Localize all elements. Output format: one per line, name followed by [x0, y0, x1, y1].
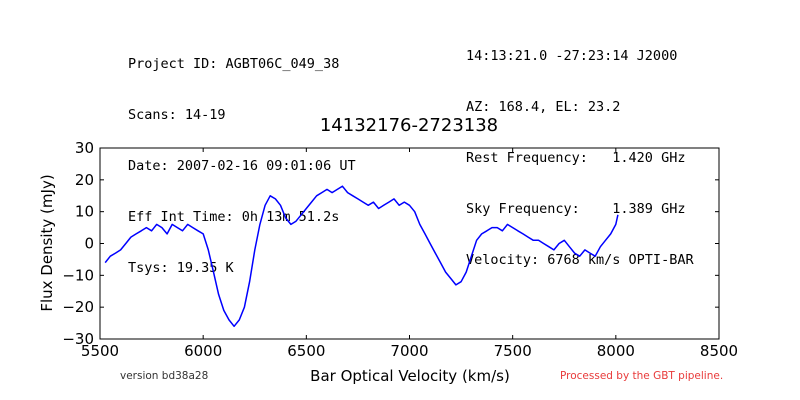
spectrum-line: [104, 185, 619, 328]
processed-by-label: Processed by the GBT pipeline.: [560, 370, 724, 382]
y-tick-label: 30: [75, 139, 94, 157]
y-tick-label: 0: [84, 235, 94, 253]
observation-info-left: Project ID: AGBT06C_049_38 Scans: 14-19 …: [128, 22, 356, 294]
chart-title: 14132176-2723138: [319, 115, 499, 136]
x-tick-label: 5500: [81, 342, 119, 360]
tsys-line: Tsys: 19.35 K: [128, 260, 234, 276]
observation-info-right: 14:13:21.0 -27:23:14 J2000 AZ: 168.4, EL…: [466, 14, 694, 286]
x-tick-label: 6000: [184, 342, 222, 360]
y-axis-label: Flux Density (mJy): [38, 174, 56, 312]
scans-line: Scans: 14-19: [128, 107, 226, 123]
rest-frequency-line: Rest Frequency: 1.420 GHz: [466, 150, 686, 166]
version-label: version bd38a28: [120, 370, 209, 382]
y-tick-label: −10: [62, 266, 94, 284]
az-el-line: AZ: 168.4, EL: 23.2: [466, 99, 621, 115]
int-time-line: Eff Int Time: 0h 13m 51.2s: [128, 209, 340, 225]
sky-frequency-line: Sky Frequency: 1.389 GHz: [466, 201, 686, 217]
x-axis-label: Bar Optical Velocity (km/s): [310, 367, 510, 385]
coordinates-line: 14:13:21.0 -27:23:14 J2000: [466, 48, 678, 64]
y-tick-label: 20: [75, 171, 94, 189]
x-tick-label: 7000: [390, 342, 428, 360]
y-tick-label: −30: [62, 330, 94, 348]
x-tick-label: 6500: [287, 342, 325, 360]
y-tick-label: 10: [75, 203, 94, 221]
plot-frame: [99, 147, 720, 340]
x-tick-label: 8000: [597, 342, 635, 360]
date-line: Date: 2007-02-16 09:01:06 UT: [128, 158, 356, 174]
project-id-line: Project ID: AGBT06C_049_38: [128, 56, 340, 72]
y-tick-label: −20: [62, 298, 94, 316]
x-tick-label: 8500: [700, 342, 738, 360]
x-tick-label: 7500: [494, 342, 532, 360]
